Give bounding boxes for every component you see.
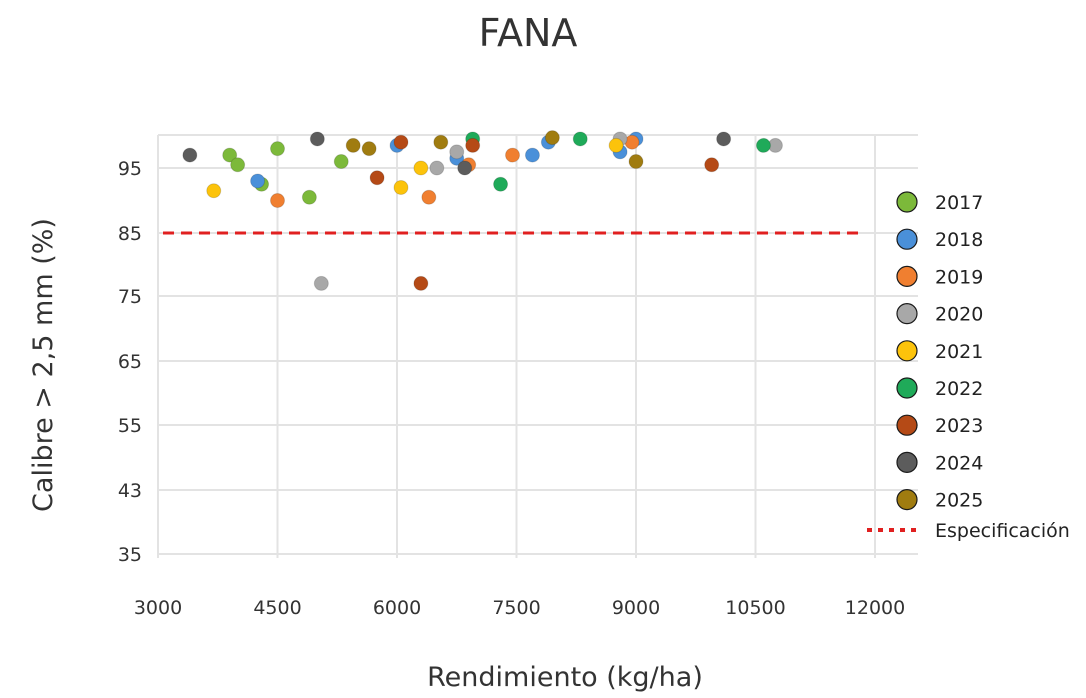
legend-marker-2019 (896, 265, 918, 287)
x-tick-label: 12000 (845, 597, 905, 619)
x-axis-title: Rendimiento (kg/ha) (427, 662, 703, 693)
legend-label-2021: 2021 (935, 341, 983, 363)
data-point-2017 (222, 147, 238, 163)
y-tick-label: 65 (118, 351, 142, 373)
data-point-2019 (505, 147, 521, 163)
legend-label-2024: 2024 (935, 452, 983, 474)
data-point-2023 (369, 170, 385, 186)
data-point-2017 (301, 189, 317, 205)
x-tick-label: 10500 (725, 597, 785, 619)
data-point-2025 (433, 134, 449, 150)
data-point-2020 (429, 160, 445, 176)
x-tick-label: 6000 (373, 597, 421, 619)
data-point-2025 (544, 130, 560, 146)
data-point-2017 (270, 141, 285, 157)
legend-label-especificacion: Especificación (935, 520, 1070, 542)
chart-title: FANA (479, 11, 578, 55)
legend-marker-2023 (896, 414, 918, 436)
data-point-2024 (457, 160, 473, 176)
data-point-2021 (393, 180, 409, 195)
x-tick-label: 3000 (134, 597, 182, 619)
data-point-2021 (413, 160, 429, 176)
data-point-2021 (608, 137, 624, 153)
y-tick-label: 95 (118, 158, 142, 180)
data-point-2019 (270, 193, 285, 208)
data-point-2023 (465, 137, 481, 153)
legend-label-2025: 2025 (935, 490, 983, 512)
data-point-2020 (449, 144, 465, 160)
legend-label-2020: 2020 (935, 304, 983, 326)
legend-label-2019: 2019 (935, 266, 983, 288)
data-point-2023 (413, 275, 429, 291)
data-point-2024 (716, 131, 732, 147)
data-point-2025 (628, 154, 644, 170)
data-point-2020 (313, 275, 329, 291)
x-tick-label: 7500 (492, 597, 540, 619)
y-axis-ticks: 35 43 55 65 75 85 95 (118, 158, 142, 566)
x-axis-ticks: 3000 4500 6000 7500 9000 10500 12000 (134, 597, 905, 619)
data-point-2023 (393, 134, 409, 150)
y-axis-title: Calibre > 2,5 mm (%) (28, 218, 59, 512)
data-points (182, 130, 783, 291)
y-tick-label: 85 (118, 223, 142, 245)
data-point-2023 (704, 157, 720, 173)
data-point-2025 (345, 137, 361, 153)
legend-marker-2024 (896, 451, 918, 473)
data-point-2022 (755, 137, 771, 153)
y-tick-label: 55 (118, 415, 142, 437)
data-point-2018 (524, 147, 540, 163)
legend-marker-2025 (896, 489, 918, 511)
legend-marker-2018 (896, 228, 918, 250)
data-point-2024 (309, 131, 325, 147)
data-point-2018 (250, 173, 266, 189)
data-point-2019 (421, 189, 437, 205)
data-point-2017 (230, 157, 246, 173)
y-tick-label: 35 (118, 544, 142, 566)
data-point-2025 (361, 141, 377, 157)
data-point-2021 (206, 183, 222, 199)
data-point-2022 (572, 131, 588, 147)
legend-marker-2017 (896, 191, 918, 213)
legend-label-2018: 2018 (935, 229, 983, 251)
y-tick-label: 43 (118, 480, 142, 502)
x-tick-label: 4500 (253, 597, 301, 619)
legend-marker-2021 (896, 340, 918, 362)
legend: 2017 2018 2019 2020 2021 2022 2023 2024 2025 Espe… (867, 191, 1070, 542)
x-tick-label: 9000 (612, 597, 660, 619)
legend-marker-2020 (896, 303, 918, 325)
data-point-2022 (493, 176, 509, 192)
gridlines (157, 134, 918, 558)
legend-label-2022: 2022 (935, 378, 983, 400)
data-point-2017 (333, 154, 349, 170)
y-tick-label: 75 (118, 286, 142, 308)
legend-marker-2022 (896, 377, 918, 399)
data-point-2024 (182, 147, 198, 163)
legend-label-2017: 2017 (935, 192, 983, 214)
legend-label-2023: 2023 (935, 415, 983, 437)
